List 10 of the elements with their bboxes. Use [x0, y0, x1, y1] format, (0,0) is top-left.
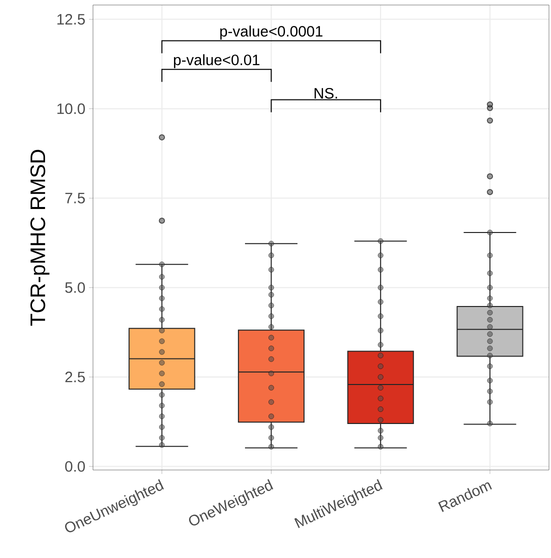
- y-tick-label: 10.0: [57, 103, 85, 114]
- y-tick-label: 2.5: [65, 372, 85, 382]
- y-tick-label: 7.5: [65, 192, 85, 204]
- y-tick-label: 12.5: [57, 14, 85, 25]
- y-tick-label: 5.0: [65, 282, 85, 293]
- y-tick-label: 0.0: [65, 461, 85, 472]
- annotation: p-value<0.01: [174, 54, 260, 68]
- annotation: p-value<0.0001: [220, 26, 322, 40]
- y-axis-title: TCR-pMHC RMSD: [30, 150, 50, 326]
- annotation: NS.: [314, 88, 338, 99]
